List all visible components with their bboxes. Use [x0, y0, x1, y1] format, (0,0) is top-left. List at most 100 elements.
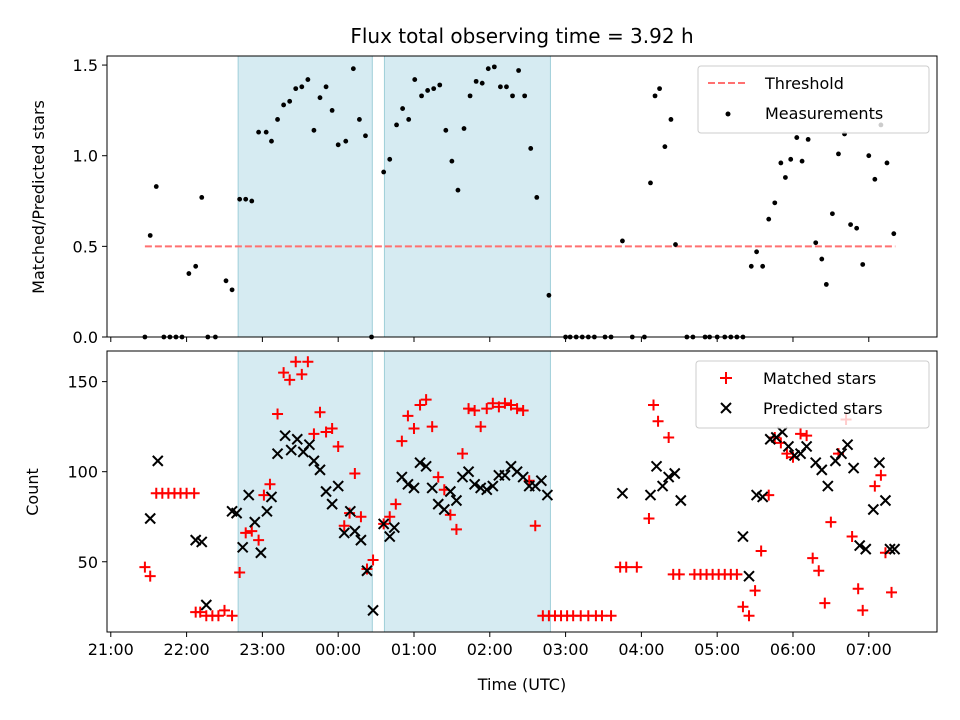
measurement-point: [783, 175, 788, 180]
top-legend: Threshold Measurements: [697, 65, 930, 134]
predicted-star-point: [303, 438, 316, 451]
predicted-star-point: [361, 565, 373, 577]
matched-star-point: [320, 426, 332, 438]
measurement-point: [275, 117, 280, 122]
measurement-point: [848, 222, 853, 228]
matched-star-point: [857, 604, 869, 616]
predicted-star-point: [776, 426, 789, 438]
predicted-star-point: [444, 485, 457, 498]
x-tick-label: 00:00: [315, 640, 361, 659]
x-tick-label: 02:00: [467, 640, 513, 659]
matched-star-point: [487, 397, 499, 409]
predicted-star-point: [879, 494, 892, 507]
bottom-legend: Matched stars Predicted stars: [695, 360, 930, 429]
legend-matched-label: Matched stars: [763, 369, 876, 388]
y-tick-label: 1.0: [73, 147, 98, 166]
predicted-star-point: [888, 543, 901, 555]
matched-star-point: [869, 480, 881, 492]
top-y-ticks: 0.0 0.5 1.0 1.5: [73, 56, 107, 347]
measurement-point: [350, 66, 356, 72]
matched-star-point: [226, 610, 238, 622]
measurement-point: [387, 156, 393, 162]
predicted-star-point: [355, 534, 367, 546]
x-tick-label: 23:00: [239, 640, 285, 659]
matched-star-point: [218, 604, 230, 616]
measurement-point: [419, 93, 424, 99]
predicted-star-point: [285, 444, 297, 456]
x-tick-label: 03:00: [543, 640, 589, 659]
matched-star-point: [813, 565, 825, 577]
legend-predicted-swatch: [720, 402, 732, 414]
predicted-star-point: [800, 440, 813, 453]
predicted-star-point: [517, 471, 529, 483]
x-tick-label: 06:00: [770, 640, 816, 659]
matched-star-point: [338, 520, 350, 532]
matched-star-point: [296, 368, 308, 380]
measurement-point: [479, 80, 485, 86]
measurement-point: [778, 160, 784, 166]
observing-intervals: [237, 55, 551, 338]
matched-star-point: [749, 585, 761, 597]
bottom-axes-frame: [106, 350, 938, 633]
predicted-star-point: [255, 547, 267, 559]
predicted-star-point: [249, 516, 261, 528]
measurement-point: [287, 98, 293, 104]
measurement-point: [357, 117, 362, 122]
legend-threshold-label: Threshold: [764, 74, 844, 93]
measurement-point: [516, 68, 521, 73]
predicted-star-point: [152, 455, 164, 467]
matched-star-point: [384, 511, 396, 523]
predicted-star-point: [675, 494, 687, 507]
matched-star-point: [469, 404, 481, 416]
measurement-point: [153, 184, 159, 189]
predicted-star-point: [349, 525, 361, 537]
measurement-point: [323, 84, 329, 90]
measurement-point: [406, 117, 412, 122]
predicted-star-point: [332, 480, 344, 492]
x-tick-label: 07:00: [846, 640, 892, 659]
matched-star-point: [499, 397, 511, 409]
measurement-point: [823, 282, 829, 287]
matched-star-point: [408, 422, 420, 434]
measurement-point: [652, 93, 658, 99]
predicted-star-point: [265, 491, 278, 503]
predicted-star-point: [867, 503, 880, 516]
matched-star-point: [402, 410, 414, 422]
predicted-star-point: [200, 599, 213, 611]
top-panel: Flux total observing time = 3.92 h 0.00.…: [29, 24, 938, 347]
matched-star-point: [737, 601, 749, 613]
matched-star-point: [308, 428, 320, 440]
observing-interval: [383, 55, 551, 338]
matched-star-point: [444, 509, 456, 521]
measurement-point: [620, 238, 625, 244]
y-tick-label: 0.5: [73, 237, 98, 256]
predicted-star-point: [841, 438, 854, 451]
measurement-point: [754, 249, 759, 255]
matched-star-point: [396, 435, 408, 447]
measurement-point: [425, 88, 431, 93]
chart-title: Flux total observing time = 3.92 h: [350, 24, 693, 48]
matched-star-point: [326, 422, 338, 434]
predicted-star-point: [535, 474, 548, 487]
matched-star-point: [481, 403, 493, 415]
y-tick-label: 100: [67, 463, 98, 482]
matched-star-point: [450, 523, 462, 535]
legend-measurements-label: Measurements: [765, 104, 883, 123]
predicted-star-point: [279, 429, 291, 442]
measurement-point: [829, 211, 835, 217]
predicted-star-point: [384, 530, 396, 543]
matched-star-point: [511, 403, 523, 415]
measurement-point: [467, 93, 473, 99]
top-axes-frame: [106, 55, 938, 338]
matched-star-point: [390, 498, 402, 510]
y-tick-label: 1.5: [73, 56, 98, 75]
measurement-point: [891, 231, 897, 237]
measurement-point: [760, 263, 766, 269]
matched-star-point: [781, 448, 793, 460]
measurement-point: [819, 256, 825, 262]
measurement-point: [854, 225, 860, 231]
predicted-star-point: [271, 447, 284, 460]
matched-star-point: [194, 606, 206, 618]
matched-star-point: [314, 406, 326, 418]
measurement-point: [329, 107, 335, 113]
